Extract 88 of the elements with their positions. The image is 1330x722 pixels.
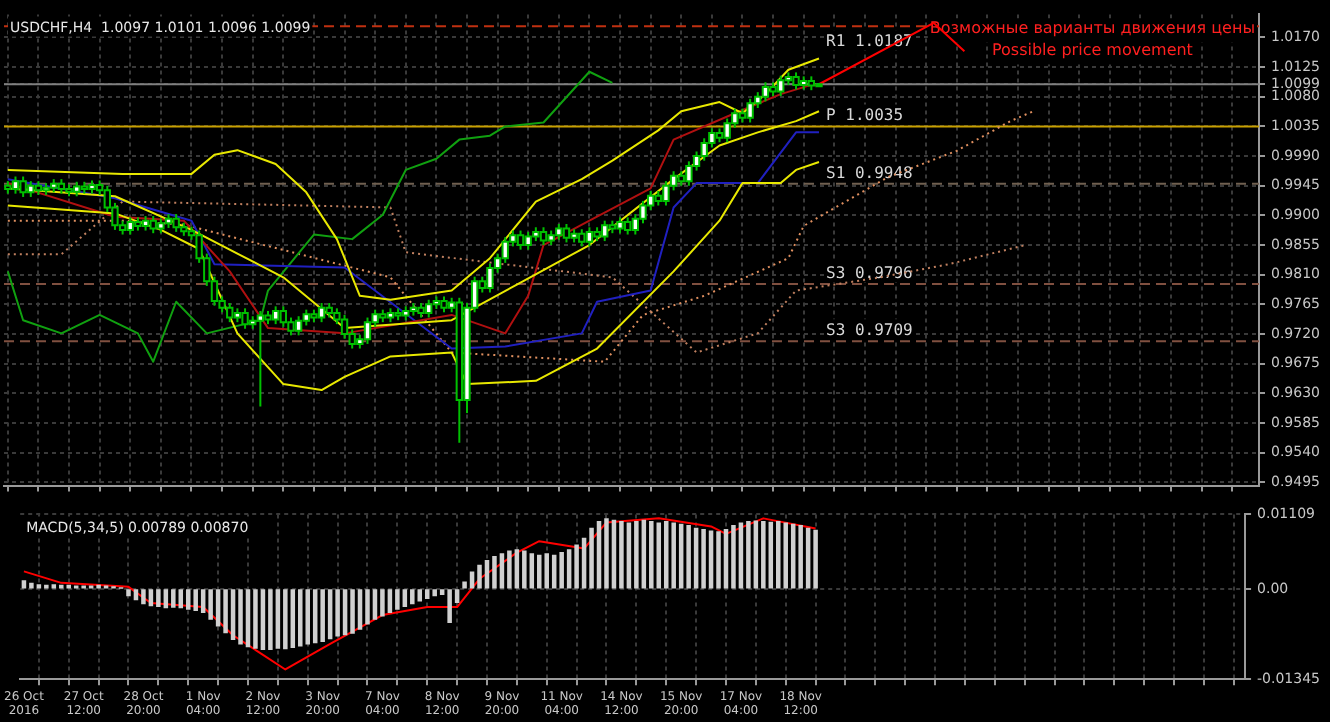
bar (798, 525, 803, 589)
bar (335, 589, 340, 637)
bar (395, 589, 400, 610)
bar (776, 521, 781, 589)
bar (350, 589, 355, 634)
bar (141, 589, 146, 605)
bar (424, 589, 430, 599)
bar (731, 525, 736, 589)
bar (649, 521, 654, 589)
bar (126, 589, 131, 597)
candlestick (777, 74, 785, 98)
ref-line-label: P 1.0035 (826, 106, 904, 125)
candlestick (19, 175, 27, 198)
candlestick (256, 309, 265, 408)
candlestick (516, 229, 525, 251)
candlestick (241, 307, 249, 330)
candlestick (486, 262, 494, 294)
bar (507, 550, 512, 589)
bar (708, 530, 714, 589)
bar (634, 521, 639, 589)
bar (537, 554, 542, 589)
bar (156, 589, 161, 607)
bar (29, 582, 34, 589)
ref-line-label: S3 0.9709 (826, 321, 914, 340)
bar (417, 589, 423, 602)
bar (746, 521, 751, 589)
line-series (6, 200, 1027, 354)
bar (402, 589, 408, 607)
bar (484, 560, 490, 589)
bar (761, 521, 766, 589)
bar (320, 589, 325, 642)
candlestick (279, 305, 287, 328)
bar (193, 589, 198, 612)
bar (559, 551, 564, 589)
bar (783, 522, 788, 589)
bar (447, 589, 452, 624)
candlestick (601, 219, 609, 243)
bar (589, 527, 594, 589)
bar (477, 564, 482, 589)
bar (716, 531, 721, 589)
bar (566, 549, 572, 589)
candlestick (761, 81, 770, 103)
bar (380, 589, 385, 617)
bar (305, 589, 310, 645)
bar (298, 589, 303, 647)
bar (738, 522, 744, 589)
bar (813, 529, 818, 589)
ref-line-label: S3 0.9796 (826, 263, 914, 282)
candlestick (363, 316, 372, 345)
bar (522, 550, 527, 589)
bar (686, 525, 691, 589)
bar (365, 589, 370, 625)
bar (268, 589, 273, 650)
candlestick (562, 222, 571, 244)
bar (372, 589, 378, 620)
bar (253, 589, 258, 649)
candlestick (226, 302, 234, 324)
bar (529, 553, 535, 589)
bar (469, 571, 475, 589)
bar (238, 589, 243, 645)
bar (574, 544, 579, 589)
bar (283, 589, 288, 650)
bar (619, 521, 624, 589)
bar (432, 589, 437, 597)
bar (171, 589, 176, 608)
candlestick (317, 302, 326, 324)
bar (544, 553, 549, 589)
bar (499, 553, 505, 589)
bar (185, 589, 191, 610)
annotation: Possible price movement (991, 40, 1193, 59)
candlestick (585, 226, 594, 248)
ref-line-label: S1 0.9948 (826, 163, 914, 182)
candlestick (746, 97, 754, 124)
candlestick (294, 315, 303, 337)
line-series (6, 110, 1035, 363)
bar (671, 522, 676, 589)
bar (604, 518, 609, 589)
bar (410, 589, 415, 605)
bar (701, 529, 706, 589)
bar (514, 549, 520, 589)
bar (626, 522, 632, 589)
bar (21, 580, 27, 589)
bar (753, 520, 759, 589)
bar (492, 555, 497, 589)
bar (223, 589, 228, 634)
candlestick (723, 117, 731, 144)
bar (656, 522, 662, 589)
bar (208, 589, 213, 620)
